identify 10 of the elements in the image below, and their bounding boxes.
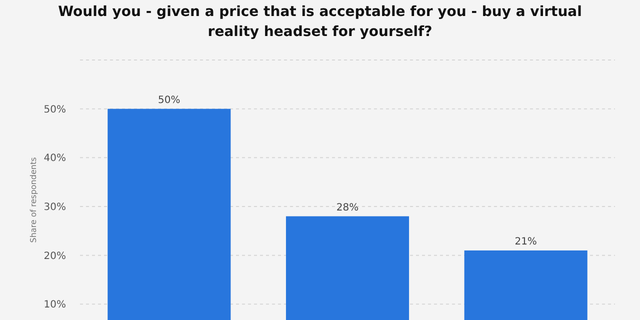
y-tick-label: 30%: [44, 202, 66, 213]
data-label: 21%: [514, 236, 537, 248]
y-axis-title: Share of respondents: [29, 157, 38, 243]
data-label: 50%: [158, 94, 180, 106]
y-tick-label: 10%: [44, 300, 66, 311]
chart-title: Would you - given a price that is acceptable for you - buy a virtual reality headset for yourself?: [58, 4, 582, 40]
y-tick-label: 20%: [44, 250, 66, 262]
y-tick-label: 40%: [44, 153, 66, 164]
data-label: 28%: [336, 202, 359, 214]
y-tick-label: 50%: [44, 104, 66, 116]
